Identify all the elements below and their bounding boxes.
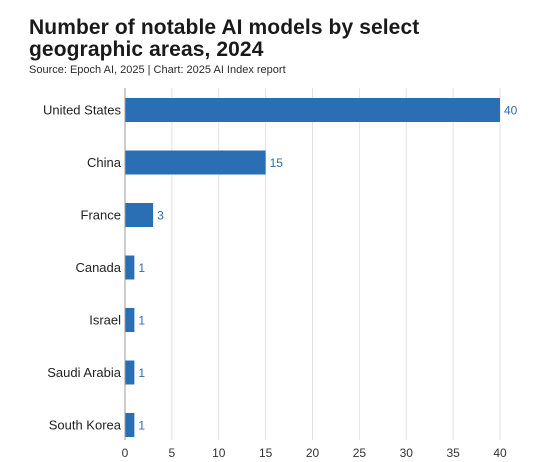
value-label: 1: [138, 366, 145, 380]
x-tick-label: 40: [493, 446, 507, 460]
x-tick-label: 35: [446, 446, 460, 460]
bar: [125, 308, 135, 332]
x-tick-label: 0: [122, 446, 129, 460]
bar: [125, 98, 500, 122]
category-label: South Korea: [49, 418, 122, 433]
bar: [125, 360, 135, 385]
x-tick-label: 30: [400, 446, 414, 460]
category-label: Canada: [75, 260, 121, 275]
bar: [125, 413, 135, 437]
chart-source: Source: Epoch AI, 2025 | Chart: 2025 AI …: [29, 64, 286, 76]
value-label: 40: [504, 104, 518, 118]
category-label: France: [81, 208, 121, 223]
bar: [125, 150, 266, 175]
x-tick-label: 10: [212, 446, 226, 460]
category-label: United States: [43, 103, 122, 118]
x-tick-label: 25: [353, 446, 367, 460]
x-tick-label: 5: [169, 446, 176, 460]
value-label: 15: [270, 156, 284, 170]
value-label: 1: [138, 261, 145, 275]
value-label: 1: [138, 314, 145, 328]
category-label: Israel: [89, 313, 121, 328]
value-label: 3: [157, 209, 164, 223]
x-tick-label: 20: [306, 446, 320, 460]
bar: [125, 255, 135, 280]
category-label: Saudi Arabia: [47, 365, 121, 380]
value-label: 1: [138, 419, 145, 433]
x-tick-label: 15: [259, 446, 273, 460]
category-label: China: [87, 155, 122, 170]
bar: [125, 203, 154, 227]
chart-title: Number of notable AI models by select ge…: [29, 16, 420, 61]
